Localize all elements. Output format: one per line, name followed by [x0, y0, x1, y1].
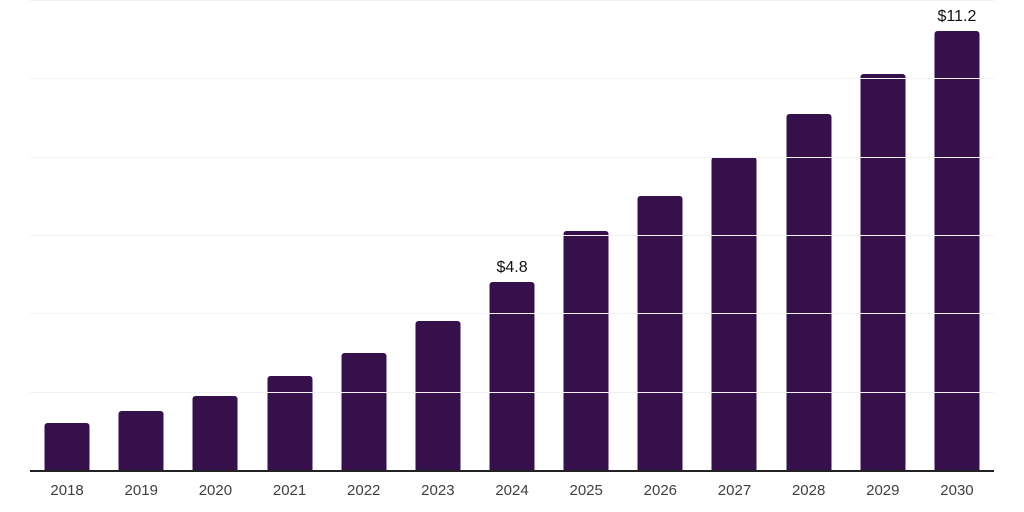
bar-slot — [623, 0, 697, 470]
x-tick-label: 2024 — [495, 482, 529, 499]
bar-slot — [401, 0, 475, 470]
gridline — [30, 78, 994, 80]
bar-slot — [327, 0, 401, 470]
gridline — [30, 313, 994, 315]
x-tick-label: 2028 — [791, 482, 826, 499]
x-tick-label: 2020 — [198, 482, 233, 499]
bar — [711, 156, 757, 470]
x-tick-label: 2018 — [50, 482, 84, 499]
bar — [860, 74, 906, 470]
bar — [118, 411, 164, 470]
bar — [192, 395, 238, 470]
x-tick-label: 2023 — [421, 482, 455, 499]
bar — [786, 113, 832, 470]
gridline — [30, 156, 994, 158]
x-tick-label: 2030 — [940, 482, 974, 499]
bar-slot — [252, 0, 326, 470]
bar-value-label: $11.2 — [937, 8, 977, 26]
gridline — [30, 0, 994, 1]
bar-slot: $4.8 — [475, 0, 549, 470]
x-axis: 2018 2019 2020 2021 2022 2023 2024 2025 2026 2027… — [30, 472, 994, 498]
bar — [415, 321, 461, 470]
bar-value-label: $4.8 — [496, 259, 528, 276]
x-tick-label: 2022 — [347, 482, 381, 499]
x-tick-label: 2029 — [866, 482, 900, 499]
bar-chart: $4.8 $11.2 2018 2019 2020 2021 2022 2023 2024 20… — [30, 0, 994, 498]
bar — [637, 195, 683, 470]
bar-slot: $11.2 — [920, 0, 994, 470]
x-tick-label: 2019 — [124, 482, 158, 499]
gridline — [30, 391, 994, 393]
bars-row: $4.8 $11.2 — [30, 0, 994, 470]
gridline — [30, 235, 994, 236]
bar — [267, 376, 313, 470]
x-tick-label: 2026 — [643, 482, 678, 499]
bar-slot — [549, 0, 623, 470]
bar — [489, 282, 535, 470]
bar-slot — [697, 0, 771, 470]
x-tick-label: 2025 — [569, 482, 603, 499]
bar-slot — [772, 0, 846, 470]
bar-slot — [30, 0, 104, 470]
bar — [44, 423, 90, 470]
x-tick-label: 2027 — [717, 482, 752, 499]
plot-area: $4.8 $11.2 — [30, 0, 994, 472]
bar — [934, 31, 980, 470]
bar-slot — [846, 0, 920, 470]
x-tick-label: 2021 — [272, 482, 307, 499]
bar-slot — [178, 0, 252, 470]
bar — [563, 231, 609, 470]
bar — [341, 352, 387, 470]
bar-slot — [104, 0, 178, 470]
